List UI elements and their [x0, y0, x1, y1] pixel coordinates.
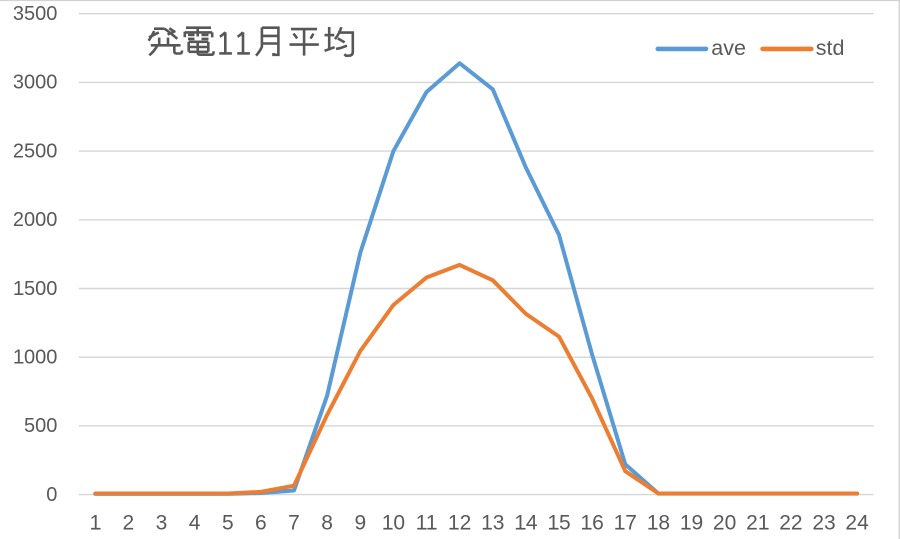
svg-text:500: 500 [24, 415, 57, 437]
svg-text:24: 24 [845, 512, 869, 535]
svg-text:22: 22 [779, 512, 802, 535]
svg-text:23: 23 [812, 512, 835, 535]
svg-text:18: 18 [647, 512, 670, 535]
svg-text:21: 21 [746, 512, 769, 535]
svg-text:ave: ave [711, 36, 746, 60]
svg-text:17: 17 [614, 512, 637, 535]
svg-text:4: 4 [189, 512, 201, 535]
svg-text:0: 0 [46, 484, 57, 506]
svg-text:2: 2 [123, 512, 135, 535]
svg-text:19: 19 [680, 512, 703, 535]
svg-text:3000: 3000 [13, 72, 58, 94]
svg-text:2000: 2000 [13, 209, 58, 231]
svg-text:11: 11 [416, 512, 438, 535]
svg-text:1500: 1500 [13, 278, 58, 300]
svg-text:14: 14 [514, 512, 538, 535]
svg-text:8: 8 [321, 512, 333, 535]
svg-text:3500: 3500 [13, 3, 58, 25]
svg-text:13: 13 [481, 512, 504, 535]
svg-text:2500: 2500 [13, 140, 58, 162]
svg-text:20: 20 [713, 512, 736, 535]
svg-text:1: 1 [89, 512, 101, 535]
svg-text:std: std [816, 36, 845, 60]
svg-text:12: 12 [448, 512, 471, 535]
svg-text:15: 15 [547, 512, 570, 535]
svg-text:6: 6 [255, 512, 267, 535]
svg-text:1000: 1000 [13, 347, 58, 369]
svg-text:3: 3 [156, 512, 168, 535]
svg-text:16: 16 [580, 512, 603, 535]
svg-text:5: 5 [222, 512, 234, 535]
svg-text:9: 9 [354, 512, 366, 535]
svg-text:10: 10 [382, 512, 405, 535]
svg-text:7: 7 [288, 512, 300, 535]
